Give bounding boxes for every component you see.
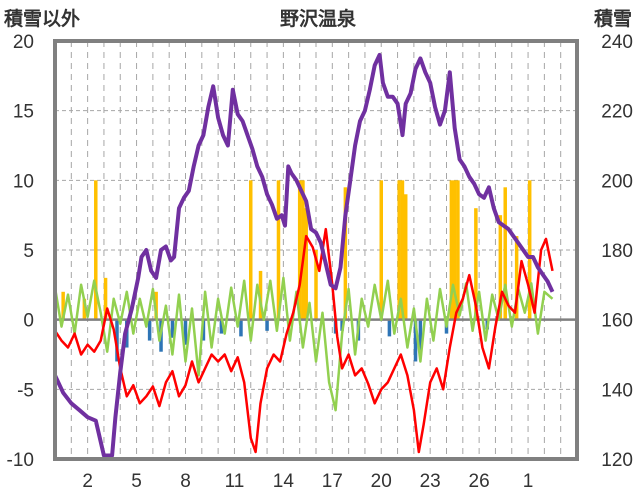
bar-orange (249, 180, 253, 320)
x-tick-label: 1 (523, 471, 534, 492)
series-line-purple (53, 52, 555, 458)
bar-orange (400, 180, 405, 320)
bar-orange (449, 180, 454, 320)
x-tick-label: 2 (82, 471, 93, 492)
right-tick-label: 180 (601, 241, 633, 262)
right-axis-ticks: 240 220 200 180 160 140 120 (601, 32, 633, 471)
x-tick-label: 8 (180, 471, 191, 492)
bar-orange (61, 291, 65, 320)
bar-blue (387, 319, 392, 337)
bar-orange (379, 180, 383, 320)
bar-blue (418, 319, 423, 355)
left-axis-label: 積雪以外 (4, 7, 80, 30)
right-tick-label: 200 (601, 171, 633, 192)
x-tick-label: 17 (322, 471, 343, 492)
bar-orange (456, 180, 460, 320)
x-tick-label: 20 (371, 471, 392, 492)
bar-orange (297, 180, 302, 320)
bar-blue (413, 319, 418, 362)
bar-orange (82, 298, 87, 320)
bar-blue (219, 319, 224, 334)
bar-blue (265, 319, 269, 331)
right-tick-label: 160 (601, 311, 633, 332)
bar-orange (452, 180, 457, 320)
bar-orange (314, 250, 318, 320)
plot-frame (53, 39, 579, 461)
bar-orange (397, 180, 401, 320)
right-tick-label: 220 (601, 102, 633, 123)
left-axis-ticks: 20 15 10 5 0 -5 -10 (7, 32, 34, 471)
left-tick-label: 15 (13, 102, 34, 123)
left-tick-label: 0 (23, 311, 34, 332)
bar-orange (498, 215, 503, 320)
x-tick-label: 5 (131, 471, 142, 492)
bar-blue (147, 319, 152, 341)
bar-blue (239, 319, 243, 337)
left-tick-label: 5 (23, 241, 34, 262)
left-tick-label: 20 (13, 32, 34, 53)
bar-blue (170, 319, 175, 338)
left-tick-label: 10 (13, 171, 34, 192)
chart-title: 野沢温泉 (280, 7, 357, 30)
bar-blue (183, 319, 188, 345)
left-tick-label: -5 (17, 380, 34, 401)
x-tick-label: 23 (420, 471, 441, 492)
bar-orange (503, 187, 507, 320)
x-axis-ticks: 2 5 8 11 14 17 20 23 26 1 (82, 471, 533, 492)
right-axis-label: 積雪 (594, 7, 632, 30)
bar-orange (403, 194, 408, 320)
bar-orange (474, 208, 478, 320)
bar-orange (527, 180, 532, 320)
series-line-green (53, 276, 554, 412)
bar-orange (94, 180, 98, 320)
right-tick-label: 120 (601, 450, 633, 471)
bar-orange (304, 208, 308, 320)
bar-orange (276, 180, 281, 320)
x-tick-label: 11 (225, 471, 245, 492)
series-line-red (53, 227, 554, 454)
x-tick-label: 26 (469, 471, 490, 492)
bar-orange (258, 270, 263, 320)
bar-blue (115, 319, 119, 362)
right-tick-label: 140 (601, 380, 633, 401)
bar-orange (343, 187, 348, 320)
bar-blue (201, 319, 206, 341)
lines-layer (53, 52, 555, 458)
x-tick-label: 14 (273, 471, 295, 492)
bar-orange (301, 180, 305, 320)
bar-orange (514, 236, 519, 320)
left-tick-label: -10 (7, 450, 34, 471)
bar-orange (103, 277, 108, 320)
right-tick-label: 240 (601, 32, 633, 53)
